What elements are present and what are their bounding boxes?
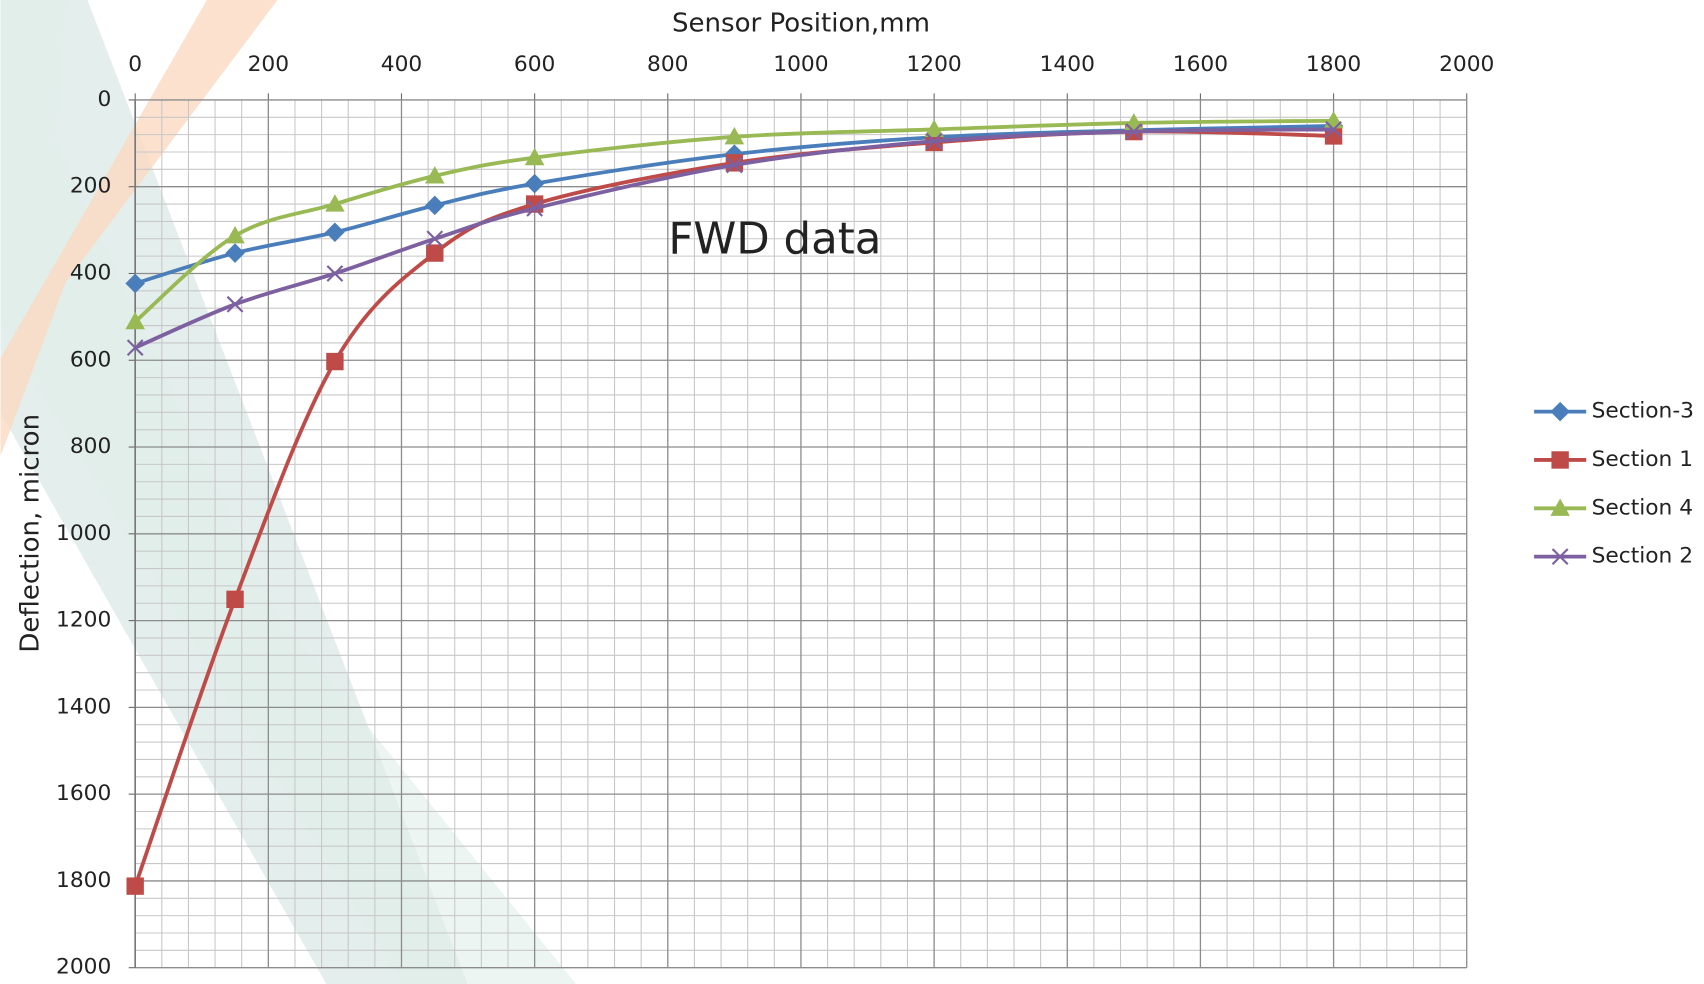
- y-tick-label: 1600: [56, 781, 111, 806]
- marker: [325, 194, 345, 212]
- marker: [1125, 123, 1143, 140]
- marker: [726, 156, 743, 174]
- y-tick-label: 1200: [56, 608, 111, 633]
- marker: [925, 132, 943, 150]
- marker: [326, 265, 344, 282]
- y-tick-label: 2000: [56, 955, 111, 980]
- annotation: FWD data: [668, 215, 881, 265]
- legend-marker: [1550, 401, 1570, 422]
- marker: [1324, 127, 1343, 145]
- marker: [425, 195, 445, 216]
- marker: [126, 877, 144, 895]
- x-tick-label: 200: [248, 52, 289, 77]
- y-tick-label: 400: [70, 260, 111, 285]
- plot: [125, 110, 1344, 895]
- x-tick-label: 1200: [906, 52, 961, 77]
- x-tick-label: 400: [381, 52, 422, 77]
- x-tick-label: 0: [128, 52, 142, 77]
- marker: [524, 147, 545, 166]
- marker: [226, 590, 244, 609]
- marker: [426, 244, 444, 262]
- legend-label: Section 2: [1592, 544, 1693, 569]
- legend-marker: [1551, 451, 1569, 469]
- x-axis-title: Sensor Position,mm: [672, 8, 930, 38]
- y-tick-label: 1800: [56, 868, 111, 893]
- y-tick-label: 1400: [56, 694, 111, 719]
- x-tick-label: 2000: [1439, 52, 1494, 77]
- series: [126, 121, 1342, 357]
- marker: [326, 352, 344, 371]
- marker: [325, 222, 345, 243]
- legend-label: Section-3: [1592, 399, 1694, 424]
- y-tick-label: 200: [70, 174, 111, 199]
- y-tick-label: 0: [97, 87, 111, 112]
- x-tick-label: 1000: [773, 52, 828, 77]
- y-tick-label: 800: [70, 434, 111, 459]
- marker: [126, 339, 144, 357]
- legend-label: Section 1: [1592, 447, 1693, 472]
- grid: [128, 93, 1468, 969]
- marker: [425, 166, 445, 184]
- legend-marker: [1550, 498, 1570, 516]
- x-tick-label: 1400: [1040, 52, 1095, 77]
- marker: [125, 311, 145, 330]
- marker: [426, 230, 444, 248]
- marker: [225, 225, 245, 244]
- x-tick-label: 1800: [1306, 52, 1361, 77]
- y-tick-label: 600: [70, 347, 111, 372]
- marker: [1325, 121, 1342, 138]
- line: [134, 127, 1334, 350]
- marker: [125, 273, 145, 294]
- x-tick-label: 600: [514, 52, 555, 77]
- line: [133, 118, 1334, 324]
- marker: [524, 173, 545, 194]
- marker: [526, 200, 544, 217]
- y-axis-title: Deflection, micron: [15, 414, 45, 653]
- background-band: [0, 0, 577, 984]
- x-tick-label: 1600: [1173, 52, 1228, 77]
- y-tick-label: 1000: [56, 521, 111, 546]
- marker: [226, 295, 244, 313]
- marker: [724, 127, 745, 145]
- marker: [225, 243, 245, 263]
- legend-label: Section 4: [1592, 495, 1693, 520]
- x-tick-label: 800: [647, 52, 688, 77]
- marker: [924, 119, 944, 138]
- legend-marker: [1551, 548, 1569, 565]
